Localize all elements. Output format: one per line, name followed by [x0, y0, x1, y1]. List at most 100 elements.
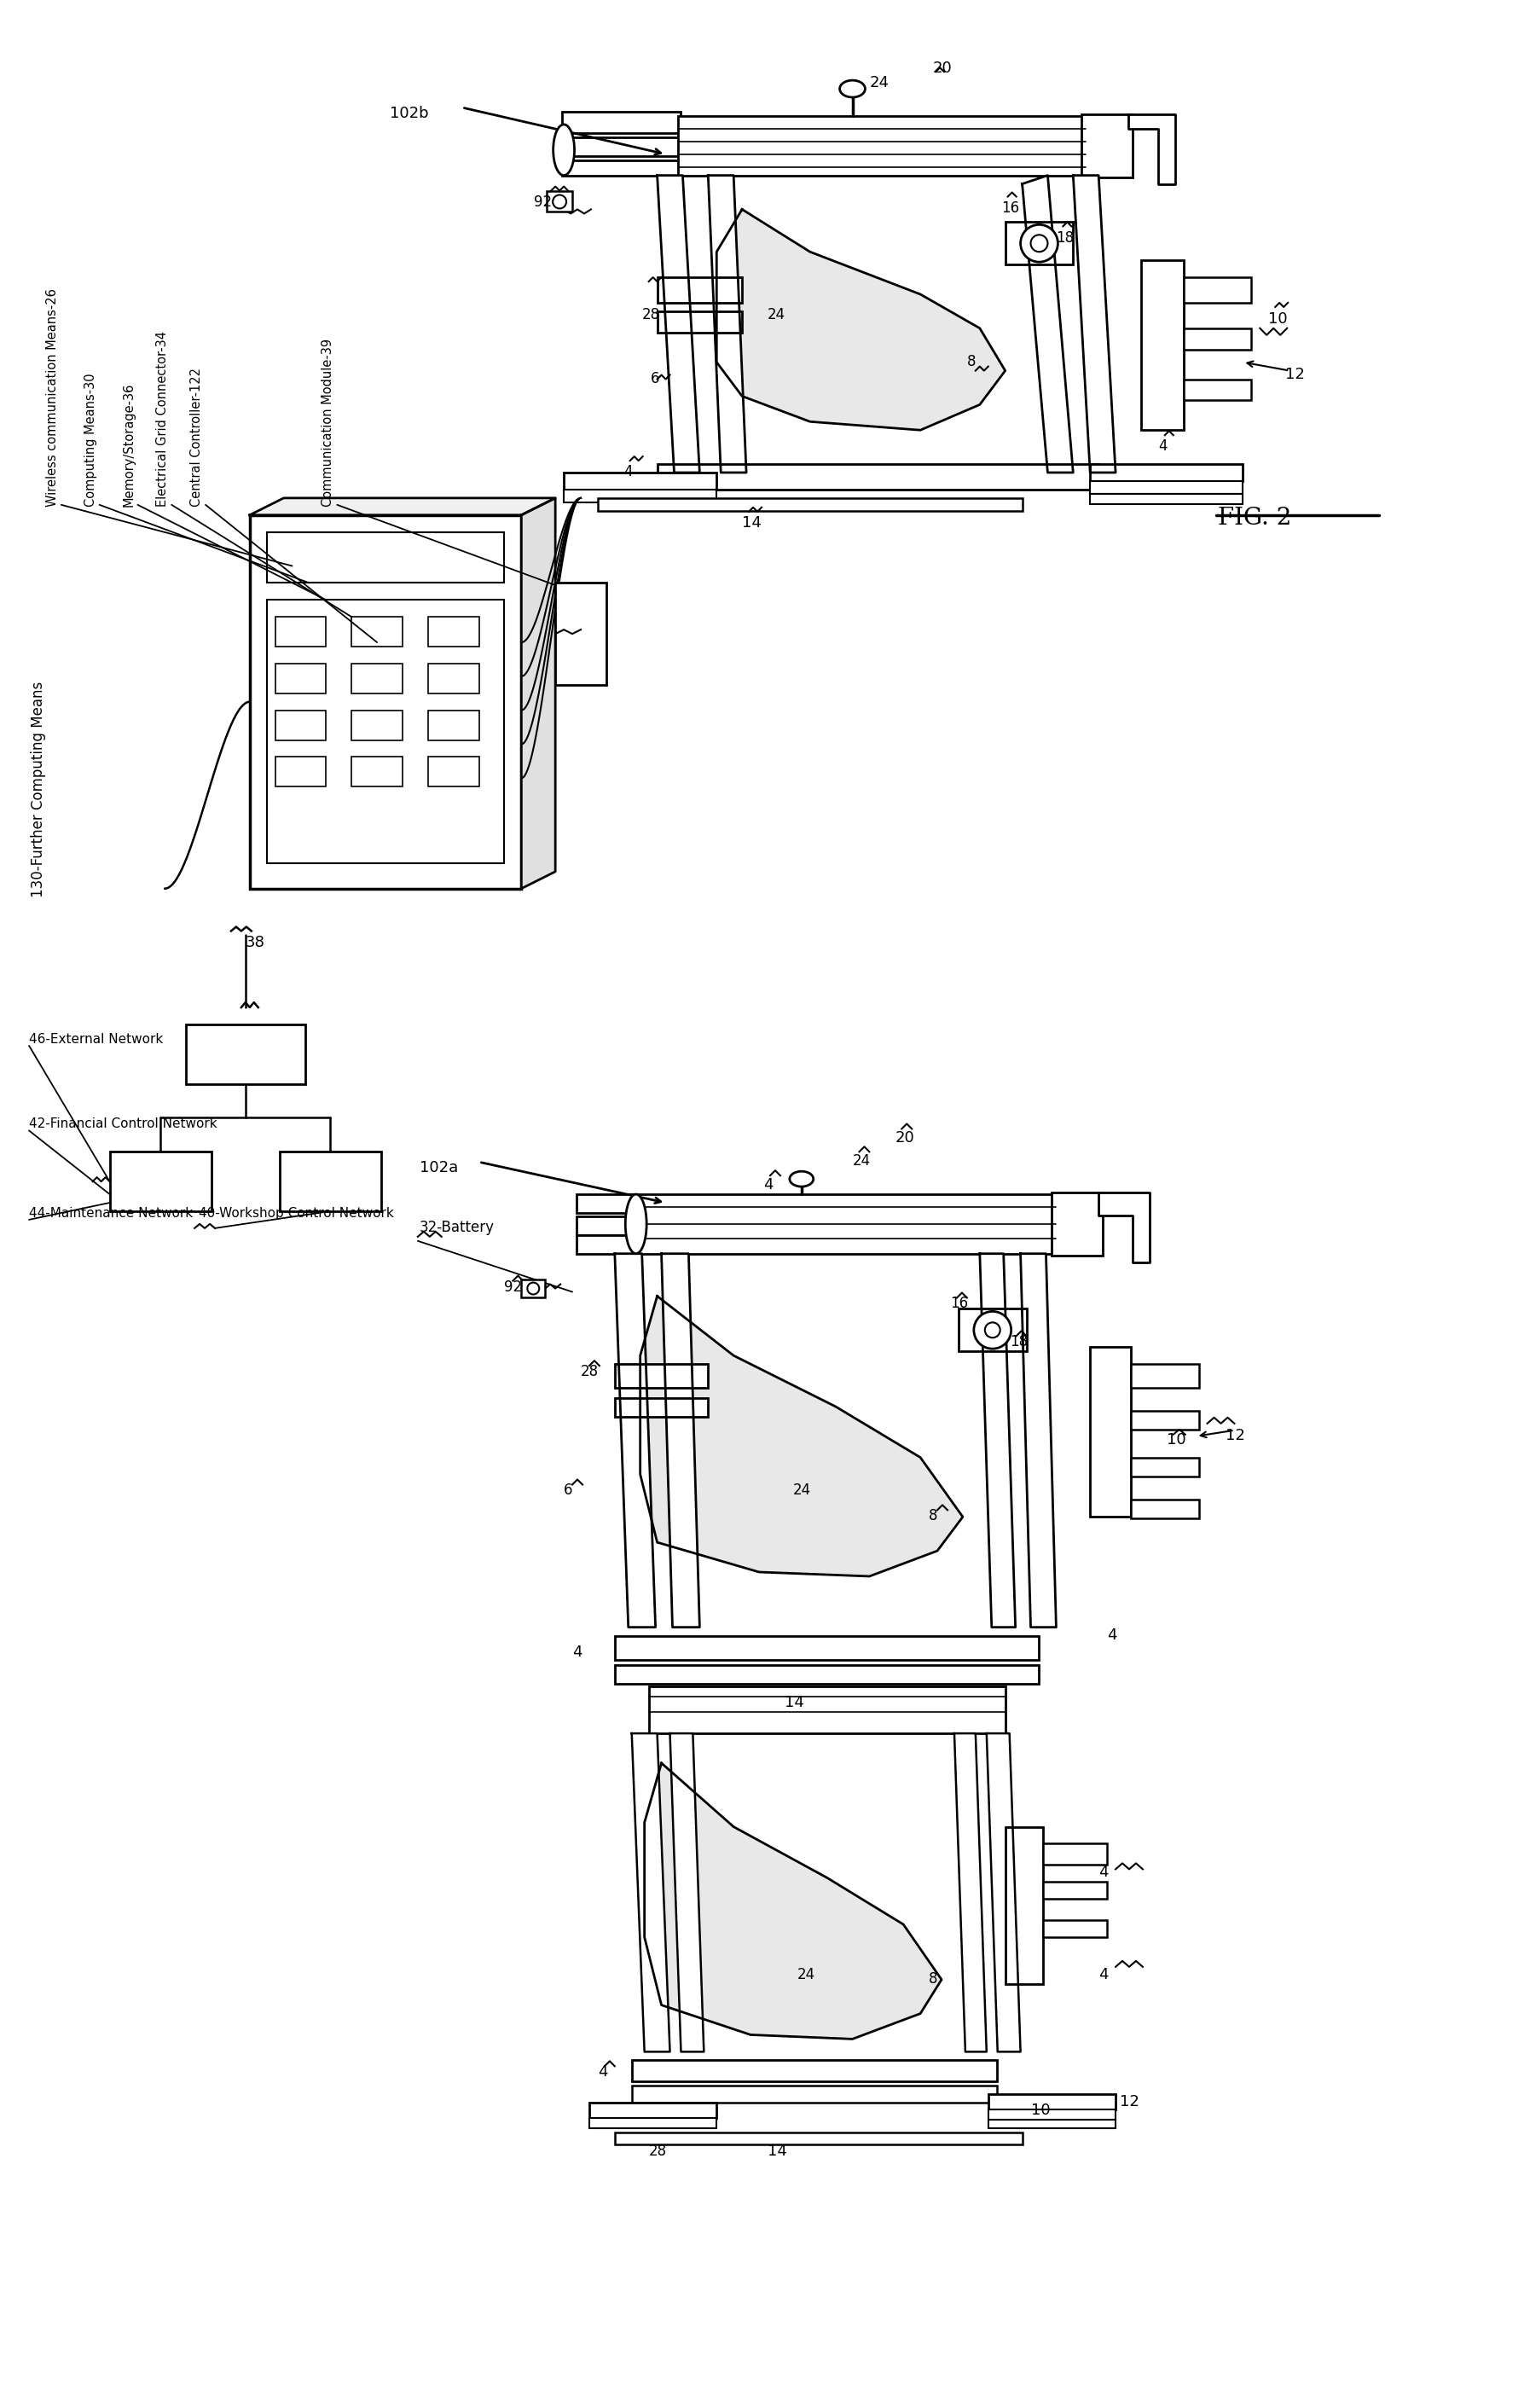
Text: 10: 10 [1268, 311, 1288, 327]
Circle shape [985, 1322, 1001, 1339]
Text: 24: 24 [793, 1483, 811, 1498]
Bar [110, 1151, 211, 1211]
Bar [577, 1216, 636, 1235]
Text: Communication Module-39: Communication Module-39 [321, 340, 335, 506]
Bar [615, 1666, 1039, 1683]
Text: Memory/Storage-36: Memory/Storage-36 [122, 383, 135, 506]
Circle shape [552, 195, 566, 209]
Bar [352, 616, 402, 648]
Bar [615, 1399, 708, 1416]
Bar [562, 137, 681, 157]
Bar [249, 515, 522, 889]
Polygon shape [1099, 1192, 1149, 1262]
Text: 92: 92 [534, 195, 552, 209]
Text: 28: 28 [649, 2143, 667, 2160]
Bar [958, 1310, 1027, 1351]
Polygon shape [249, 498, 555, 515]
Bar [352, 710, 402, 739]
Bar [1184, 378, 1252, 400]
Bar [632, 2085, 996, 2102]
Bar [658, 311, 742, 332]
Bar [577, 1194, 636, 1214]
Bar [649, 1686, 1005, 1734]
Text: 16: 16 [950, 1296, 968, 1312]
Text: 28: 28 [581, 1363, 598, 1380]
Bar [280, 1151, 381, 1211]
Polygon shape [632, 1734, 670, 2052]
Polygon shape [987, 1734, 1021, 2052]
Text: 8: 8 [929, 1507, 938, 1524]
Bar [275, 710, 326, 739]
Bar [988, 2119, 1115, 2129]
Text: 20: 20 [933, 60, 953, 77]
Text: 6: 6 [565, 1483, 572, 1498]
Bar [428, 616, 479, 648]
Text: 14: 14 [742, 515, 762, 530]
Text: 10: 10 [1166, 1433, 1186, 1447]
Bar [658, 465, 1099, 489]
Text: Electrical Grid Connector-34: Electrical Grid Connector-34 [156, 330, 170, 506]
Polygon shape [716, 209, 1005, 431]
Polygon shape [1128, 113, 1175, 183]
Text: 4: 4 [763, 1178, 773, 1192]
Ellipse shape [554, 125, 574, 176]
Text: 28: 28 [643, 306, 659, 323]
Bar [266, 600, 505, 862]
Bar [1043, 1919, 1108, 1936]
Polygon shape [658, 176, 699, 472]
Text: Wireless communication Means-26: Wireless communication Means-26 [46, 289, 58, 506]
Polygon shape [1022, 176, 1073, 472]
Bar [1005, 1828, 1043, 1984]
Bar [562, 111, 681, 132]
Text: Computing Means-30: Computing Means-30 [84, 373, 96, 506]
Text: 38: 38 [245, 934, 265, 951]
Text: 4: 4 [623, 465, 632, 479]
Bar [1184, 327, 1252, 349]
Text: 8: 8 [929, 1972, 938, 1987]
Bar [1089, 465, 1242, 482]
Bar [352, 665, 402, 694]
Bar [988, 2095, 1115, 2109]
Bar [275, 665, 326, 694]
Text: 14: 14 [785, 1695, 805, 1710]
Bar [1005, 222, 1073, 265]
Text: 4: 4 [1099, 1864, 1108, 1881]
Bar [658, 277, 742, 303]
Bar [562, 159, 681, 176]
Text: 14: 14 [768, 2143, 786, 2160]
Text: 102a: 102a [419, 1161, 457, 1175]
Bar [1089, 1346, 1131, 1517]
Text: 4: 4 [1108, 1628, 1117, 1642]
Ellipse shape [789, 1170, 814, 1187]
Bar [522, 1279, 545, 1298]
Bar [1089, 482, 1242, 494]
Text: 102b: 102b [390, 106, 428, 120]
Bar [615, 1363, 708, 1387]
Bar [555, 583, 606, 684]
Bar [1184, 277, 1252, 303]
Bar [352, 756, 402, 787]
Circle shape [1031, 236, 1048, 253]
Text: 92: 92 [505, 1279, 522, 1296]
Text: Central Controller-122: Central Controller-122 [190, 368, 203, 506]
Polygon shape [670, 1734, 704, 2052]
Polygon shape [522, 498, 555, 889]
Text: 18: 18 [1056, 231, 1074, 246]
Bar [565, 489, 716, 503]
Text: 18: 18 [1010, 1334, 1028, 1348]
Text: 10: 10 [1031, 2102, 1050, 2119]
Text: 8: 8 [967, 354, 976, 368]
Ellipse shape [840, 79, 864, 96]
Polygon shape [615, 1255, 655, 1628]
Polygon shape [1021, 1255, 1056, 1628]
Bar [1082, 113, 1132, 178]
Text: 12: 12 [1226, 1428, 1245, 1442]
Bar [988, 2109, 1115, 2119]
Bar [1131, 1411, 1200, 1430]
Bar [589, 2102, 716, 2119]
Text: 24: 24 [797, 1967, 815, 1982]
Bar [1131, 1457, 1200, 1476]
Text: 4: 4 [1099, 1967, 1108, 1982]
Polygon shape [955, 1734, 987, 2052]
Text: 24: 24 [768, 306, 785, 323]
